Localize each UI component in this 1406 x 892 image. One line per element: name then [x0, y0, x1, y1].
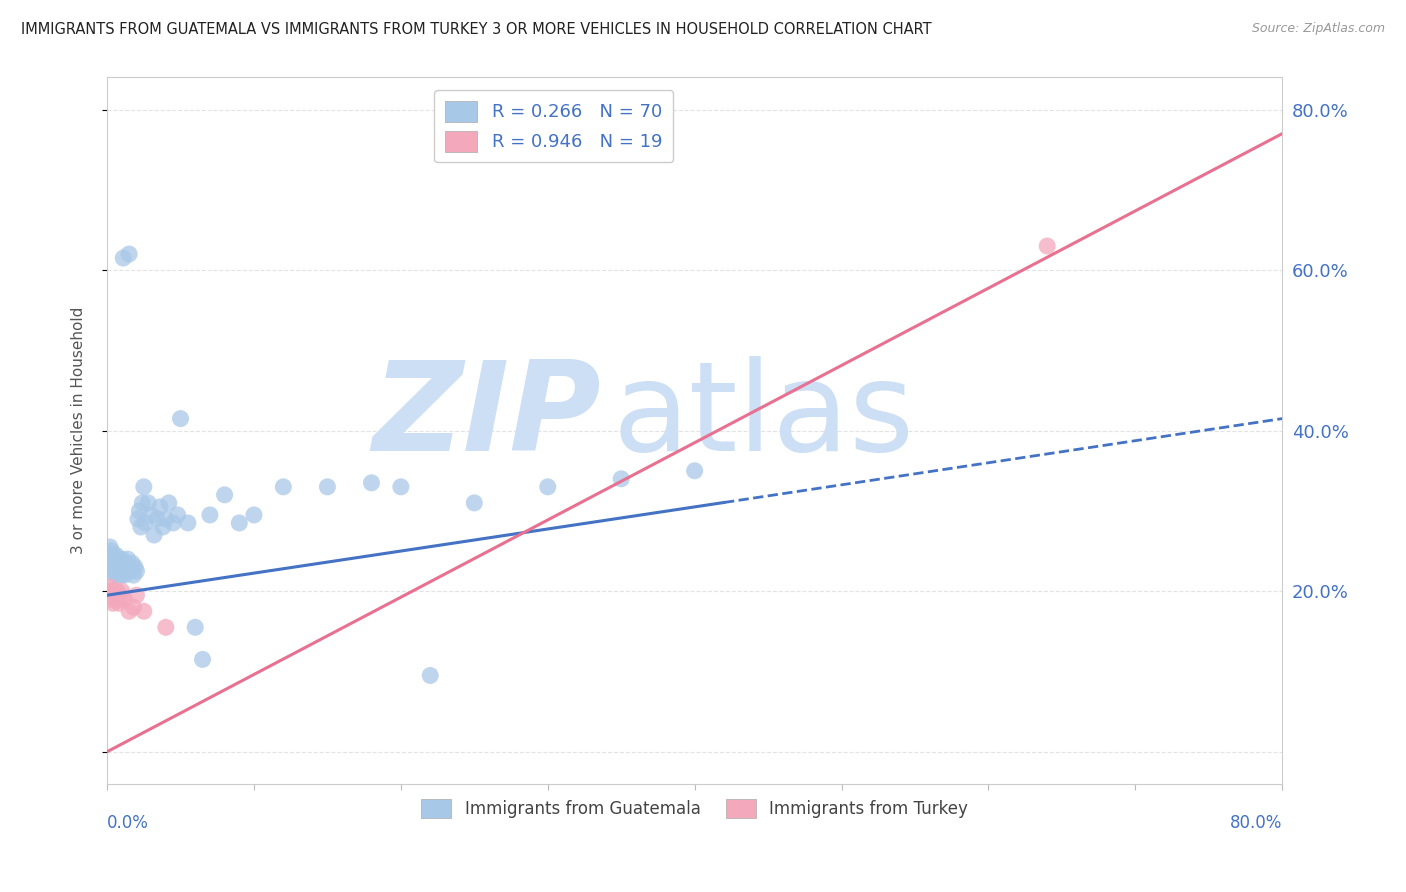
- Point: [118, 560, 141, 574]
- Point: [228, 516, 250, 530]
- Point: [112, 564, 135, 578]
- Point: [191, 652, 214, 666]
- Point: [132, 480, 155, 494]
- Point: [131, 496, 153, 510]
- Text: atlas: atlas: [613, 356, 914, 477]
- Point: [108, 568, 131, 582]
- Point: [115, 564, 138, 578]
- Point: [128, 504, 150, 518]
- Point: [114, 592, 136, 607]
- Point: [184, 620, 207, 634]
- Point: [110, 556, 132, 570]
- Point: [97, 584, 120, 599]
- Point: [152, 520, 174, 534]
- Point: [155, 512, 177, 526]
- Point: [143, 528, 166, 542]
- Point: [101, 556, 124, 570]
- Point: [117, 552, 139, 566]
- Point: [122, 600, 145, 615]
- Point: [124, 560, 146, 574]
- Point: [105, 552, 128, 566]
- Point: [134, 516, 156, 530]
- Point: [162, 516, 184, 530]
- Point: [127, 512, 149, 526]
- Text: 0.0%: 0.0%: [107, 814, 149, 832]
- Point: [98, 580, 121, 594]
- Point: [389, 480, 412, 494]
- Point: [214, 488, 236, 502]
- Point: [125, 588, 148, 602]
- Point: [610, 472, 633, 486]
- Point: [118, 604, 141, 618]
- Point: [157, 496, 180, 510]
- Point: [110, 592, 132, 607]
- Point: [273, 480, 295, 494]
- Point: [463, 496, 485, 510]
- Point: [243, 508, 266, 522]
- Point: [129, 520, 152, 534]
- Point: [111, 584, 134, 599]
- Point: [146, 512, 169, 526]
- Point: [98, 552, 121, 566]
- Point: [155, 620, 177, 634]
- Point: [112, 251, 135, 265]
- Text: IMMIGRANTS FROM GUATEMALA VS IMMIGRANTS FROM TURKEY 3 OR MORE VEHICLES IN HOUSEH: IMMIGRANTS FROM GUATEMALA VS IMMIGRANTS …: [21, 22, 932, 37]
- Point: [101, 564, 124, 578]
- Point: [118, 247, 141, 261]
- Point: [537, 480, 560, 494]
- Legend: Immigrants from Guatemala, Immigrants from Turkey: Immigrants from Guatemala, Immigrants fr…: [415, 792, 974, 825]
- Point: [122, 568, 145, 582]
- Point: [111, 560, 134, 574]
- Text: ZIP: ZIP: [371, 356, 600, 477]
- Point: [105, 556, 128, 570]
- Point: [108, 552, 131, 566]
- Point: [101, 596, 124, 610]
- Point: [100, 556, 122, 570]
- Point: [103, 552, 125, 566]
- Point: [132, 604, 155, 618]
- Point: [177, 516, 200, 530]
- Point: [169, 411, 191, 425]
- Point: [120, 564, 142, 578]
- Point: [114, 556, 136, 570]
- Point: [103, 584, 125, 599]
- Point: [108, 560, 131, 574]
- Point: [104, 548, 127, 562]
- Point: [360, 475, 382, 490]
- Point: [110, 564, 132, 578]
- Point: [111, 552, 134, 566]
- Point: [166, 508, 188, 522]
- Point: [419, 668, 441, 682]
- Point: [316, 480, 339, 494]
- Point: [198, 508, 221, 522]
- Point: [125, 564, 148, 578]
- Point: [103, 560, 125, 574]
- Y-axis label: 3 or more Vehicles in Household: 3 or more Vehicles in Household: [72, 307, 86, 554]
- Point: [136, 496, 159, 510]
- Point: [111, 568, 134, 582]
- Point: [104, 592, 127, 607]
- Point: [100, 584, 122, 599]
- Point: [105, 564, 128, 578]
- Point: [121, 556, 143, 570]
- Point: [98, 592, 121, 607]
- Point: [97, 548, 120, 562]
- Point: [683, 464, 706, 478]
- Point: [98, 540, 121, 554]
- Point: [108, 596, 131, 610]
- Point: [149, 500, 172, 514]
- Point: [1036, 239, 1059, 253]
- Point: [105, 584, 128, 599]
- Text: Source: ZipAtlas.com: Source: ZipAtlas.com: [1251, 22, 1385, 36]
- Text: 80.0%: 80.0%: [1230, 814, 1282, 832]
- Point: [115, 560, 138, 574]
- Point: [101, 588, 124, 602]
- Point: [104, 556, 127, 570]
- Point: [139, 508, 162, 522]
- Point: [103, 568, 125, 582]
- Point: [114, 568, 136, 582]
- Point: [100, 544, 122, 558]
